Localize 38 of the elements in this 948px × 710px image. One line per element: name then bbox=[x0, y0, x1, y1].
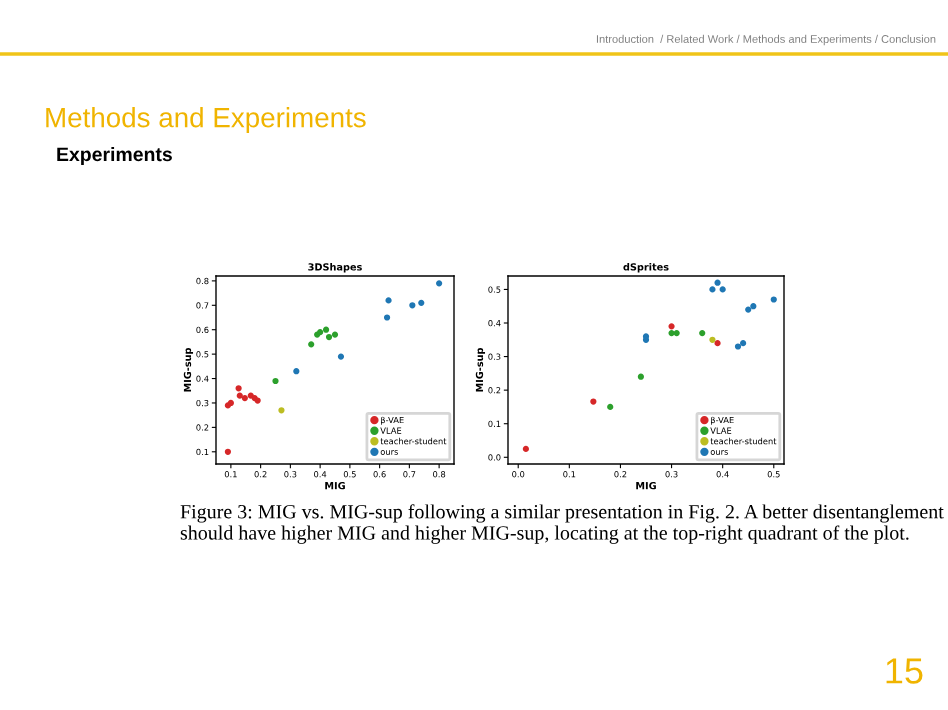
point bbox=[709, 336, 716, 343]
point bbox=[522, 445, 529, 452]
point bbox=[770, 296, 777, 303]
point bbox=[734, 343, 742, 350]
point bbox=[224, 448, 232, 455]
text: Methods and Experiments bbox=[46, 107, 366, 133]
point bbox=[418, 299, 425, 306]
point bbox=[590, 398, 597, 405]
point bbox=[750, 303, 757, 310]
text: Experiments bbox=[57, 146, 172, 166]
point bbox=[385, 297, 392, 304]
point bbox=[308, 341, 315, 348]
point bbox=[699, 329, 706, 337]
point bbox=[719, 286, 726, 293]
point bbox=[235, 385, 242, 392]
point bbox=[337, 353, 345, 360]
caption: Figure 3: MIG vs. MIG-sup following a similar presentation in Fig. 2. A better disentanglement should have higher MIG and higher MIG-sup, locating at the top-right quadrant of the plot. bbox=[180, 504, 944, 544]
point bbox=[436, 280, 443, 287]
point bbox=[673, 329, 680, 337]
point bbox=[714, 340, 721, 347]
point bbox=[740, 340, 747, 347]
point bbox=[714, 279, 721, 286]
point bbox=[383, 314, 391, 321]
point bbox=[668, 323, 675, 330]
point bbox=[278, 407, 285, 414]
point bbox=[293, 368, 300, 375]
point bbox=[236, 392, 243, 399]
point bbox=[745, 306, 752, 313]
point bbox=[409, 302, 416, 309]
point bbox=[322, 326, 330, 333]
point bbox=[607, 403, 614, 411]
point bbox=[709, 286, 716, 293]
point bbox=[637, 373, 644, 380]
point bbox=[325, 333, 333, 341]
text: 15 bbox=[886, 658, 923, 684]
point bbox=[241, 394, 248, 402]
point bbox=[331, 331, 339, 338]
point bbox=[272, 377, 279, 385]
